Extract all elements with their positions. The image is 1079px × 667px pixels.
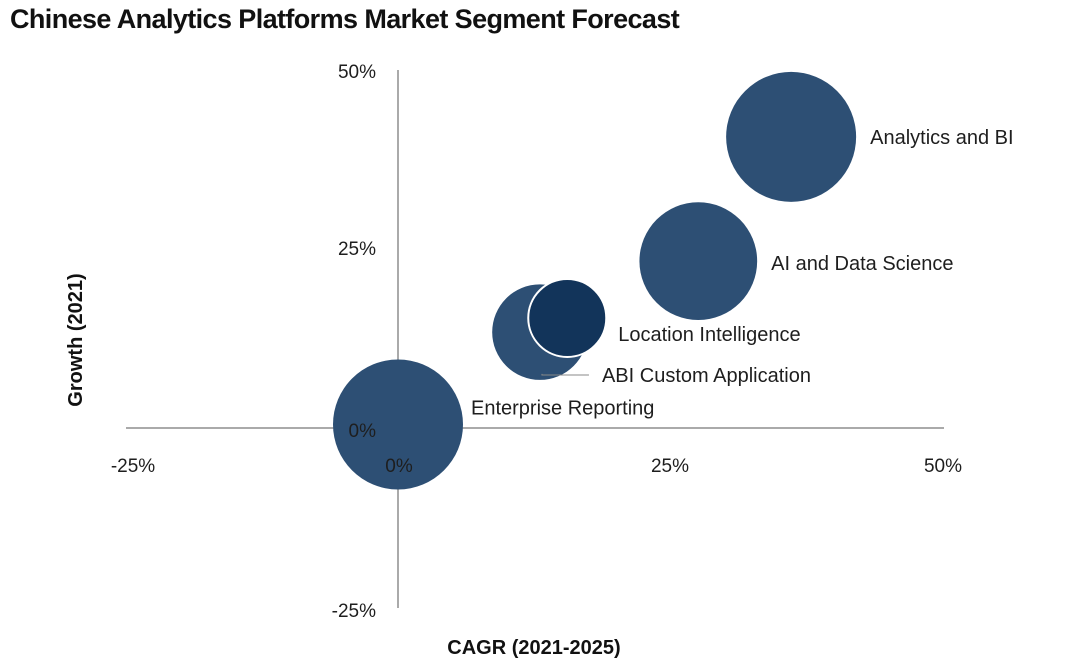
bubble bbox=[527, 277, 608, 358]
y-tick-label: 50% bbox=[338, 62, 376, 83]
leader-line bbox=[541, 373, 589, 376]
x-tick-label: -25% bbox=[111, 456, 155, 477]
y-axis-title: Growth (2021) bbox=[65, 273, 87, 406]
x-tick-label: 25% bbox=[651, 456, 689, 477]
bubble bbox=[726, 71, 857, 202]
bubble bbox=[639, 202, 758, 321]
y-tick-label: -25% bbox=[332, 601, 376, 622]
bubble-label: Location Intelligence bbox=[618, 324, 800, 346]
y-tick-label: 25% bbox=[338, 239, 376, 260]
bubble-label: ABI Custom Application bbox=[602, 365, 811, 387]
bubble-label: AI and Data Science bbox=[771, 253, 953, 275]
x-tick-label: 0% bbox=[385, 456, 413, 477]
bubble-label: Enterprise Reporting bbox=[471, 397, 654, 419]
chart-title: Chinese Analytics Platforms Market Segme… bbox=[10, 4, 680, 34]
x-axis-title: CAGR (2021-2025) bbox=[447, 637, 620, 659]
y-tick-label: 0% bbox=[349, 421, 377, 442]
x-tick-label: 50% bbox=[924, 456, 962, 477]
bubble bbox=[333, 359, 463, 490]
bubble-label: Analytics and BI bbox=[870, 127, 1013, 149]
